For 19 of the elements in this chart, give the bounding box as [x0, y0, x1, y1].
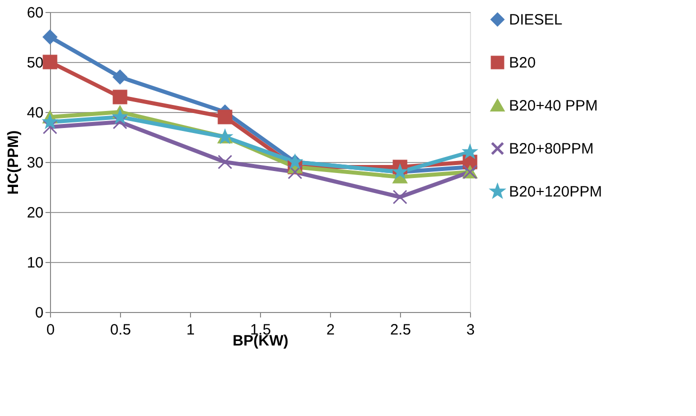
legend-label: B20+120PPM: [509, 184, 602, 200]
legend-label: DIESEL: [509, 12, 562, 28]
y-axis-title: HC(PPM): [4, 130, 22, 195]
y-tick-label: 60: [26, 4, 44, 22]
y-tick-label: 50: [26, 54, 44, 72]
legend-label: B20+80PPM: [509, 140, 594, 158]
x-tick-label: 0.5: [110, 322, 131, 338]
x-tick-label: 2.5: [390, 322, 411, 338]
y-tick-label: 0: [35, 304, 44, 322]
x-tick-label: 1: [186, 322, 195, 338]
legend-label: B20: [509, 54, 536, 72]
y-tick-label: 40: [26, 104, 44, 122]
x-tick-label: 3: [466, 322, 475, 338]
x-tick-label: 2: [326, 322, 335, 338]
y-tick-label: 20: [26, 204, 44, 222]
y-tick-label: 30: [26, 154, 44, 172]
x-tick-label: 0: [46, 322, 55, 338]
y-tick-label: 10: [26, 254, 44, 272]
legend-label: B20+40 PPM: [509, 98, 598, 114]
